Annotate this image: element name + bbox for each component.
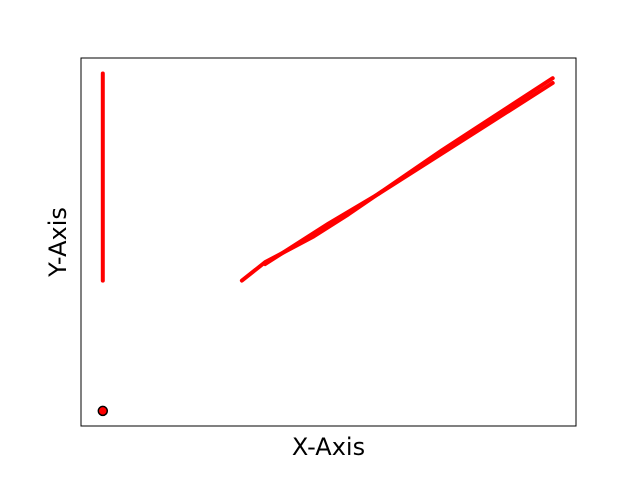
plot-frame [80,57,577,427]
series-line-3 [263,81,555,267]
series-line-2 [239,76,555,283]
y-axis-label: Y-Axis [44,207,72,278]
x-axis-label: X-Axis [292,433,365,461]
data-marks [97,71,555,417]
scatter-point [97,405,109,417]
